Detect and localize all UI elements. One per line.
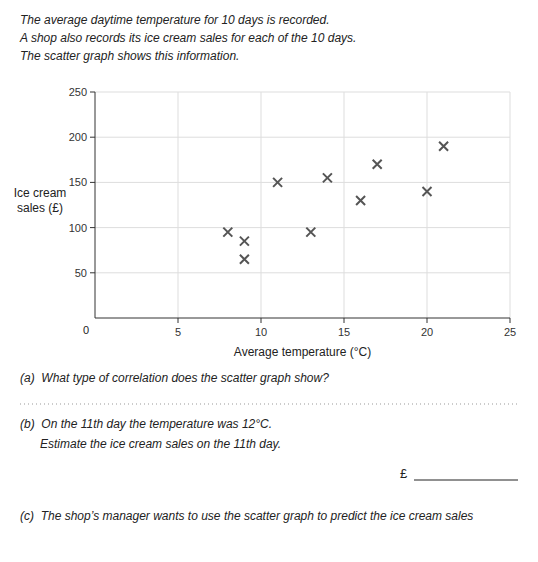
y-tick (90, 92, 95, 93)
y-tick-label: 250 (69, 86, 87, 98)
y-tick-label: 200 (69, 131, 87, 143)
point (223, 228, 232, 237)
title-line: A shop also records its ice cream sales … (19, 31, 356, 45)
annotation: (c) The shop’s manager wants to use the … (20, 509, 473, 523)
x-tick (344, 318, 345, 323)
grid-line-x (261, 92, 262, 318)
grid-line-y (95, 227, 510, 228)
annotation: 0 (83, 324, 89, 336)
x-tick-label: 25 (504, 326, 516, 338)
grid-line-x (427, 92, 428, 318)
y-tick (90, 182, 95, 183)
point (240, 255, 249, 264)
points (223, 142, 448, 264)
title-line: The scatter graph shows this information… (20, 49, 239, 63)
x-tick (261, 318, 262, 323)
x-tick-label: 5 (175, 326, 181, 338)
answer-line (414, 480, 518, 481)
y-tick-label: 50 (75, 267, 87, 279)
x-axis-label: Average temperature (°C) (234, 345, 371, 359)
x-tick (510, 318, 511, 323)
annotation: Estimate the ice cream sales on the 11th… (20, 437, 281, 451)
point (439, 142, 448, 151)
y-tick (90, 137, 95, 138)
point (273, 178, 282, 187)
y-tick-label: 100 (69, 222, 87, 234)
grid-line-y (95, 272, 510, 273)
point (306, 228, 315, 237)
x-tick-label: 20 (421, 326, 433, 338)
point (423, 187, 432, 196)
x-tick-label: 15 (338, 326, 350, 338)
y-axis-label: Ice creamsales (£) (14, 186, 67, 215)
point (240, 237, 249, 246)
grid-line-x (344, 92, 345, 318)
y-tick (90, 272, 95, 273)
grid-line-y (95, 182, 510, 183)
grid-line-y (95, 137, 510, 138)
point (373, 160, 382, 169)
y-tick-label: 150 (69, 176, 87, 188)
y-axis (95, 92, 96, 318)
grid-line-y (95, 92, 510, 93)
annotation: (b) On the 11th day the temperature was … (20, 417, 272, 431)
y-axis-label-line: Ice cream (14, 186, 67, 200)
chart: The average daytime temperature for 10 d… (0, 0, 538, 562)
x-tick (427, 318, 428, 323)
title-line: The average daytime temperature for 10 d… (20, 13, 330, 27)
annotation: £ (400, 466, 408, 481)
annotation: (a) What type of correlation does the sc… (20, 371, 329, 385)
y-axis-label-line: sales (£) (17, 201, 63, 215)
x-axis (95, 318, 510, 319)
x-tick (178, 318, 179, 323)
y-tick (90, 227, 95, 228)
grid-line-x (178, 92, 179, 318)
x-tick-label: 10 (255, 326, 267, 338)
point (356, 196, 365, 205)
answer-line (20, 404, 518, 405)
point (323, 173, 332, 182)
grid-line-x (510, 92, 511, 318)
